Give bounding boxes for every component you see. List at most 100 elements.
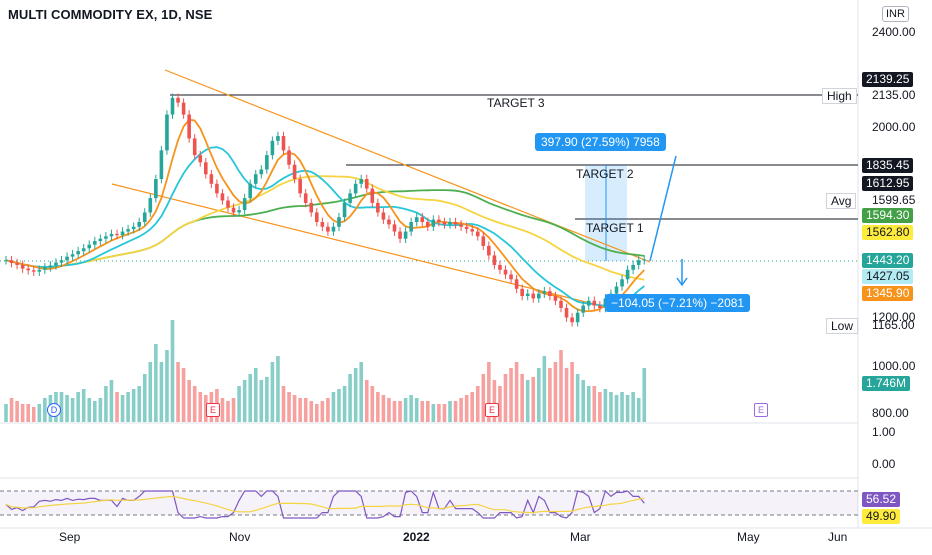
high-price-badge: 2139.25 (862, 72, 914, 87)
volume-bar (409, 395, 413, 422)
candle-body (370, 188, 375, 203)
volume-bar (292, 395, 297, 422)
candle-body (198, 155, 203, 163)
time-tick: Sep (59, 530, 81, 544)
measure-up-box[interactable]: 397.90 (27.59%) 7958 (535, 133, 666, 151)
candle-body (431, 219, 436, 227)
volume-bar (531, 377, 536, 422)
candle-body (215, 183, 219, 194)
candle-body (376, 202, 380, 213)
candle-body (553, 296, 558, 301)
volume-bar (226, 401, 230, 422)
volume-bar (614, 395, 619, 422)
candle-body (581, 305, 585, 313)
volume-bar (126, 392, 130, 422)
volume-bar (204, 395, 208, 422)
volume-bar (26, 404, 30, 422)
candle-body (142, 212, 147, 222)
candle-body (531, 293, 536, 299)
ema-mid-line (5, 146, 645, 307)
volume-bar (509, 368, 513, 422)
price-tick: 1000.00 (872, 359, 916, 373)
volume-bar (631, 392, 635, 422)
time-tick: 2022 (403, 530, 430, 544)
candle-body (159, 150, 164, 180)
candle-body (392, 224, 397, 232)
candle-body (9, 260, 14, 264)
candle-body (636, 260, 641, 265)
trend-upper-line (164, 69, 651, 263)
volume-bar (459, 398, 463, 422)
volume-bar (609, 392, 613, 422)
candle-body (154, 179, 158, 199)
candle-body (276, 136, 280, 141)
target-3-label[interactable]: TARGET 3 (487, 96, 545, 110)
volume-bar (265, 377, 269, 422)
volume-bar (59, 392, 64, 422)
candle-body (642, 259, 647, 261)
candle-body (498, 264, 502, 270)
volume-bar (481, 374, 486, 422)
volume-bar (603, 389, 608, 422)
rsi-band (0, 491, 858, 515)
future-earnings-event-icon[interactable]: E (754, 403, 768, 417)
volume-bar (320, 401, 325, 422)
volume-bar (220, 398, 225, 422)
candle-body (20, 264, 25, 269)
price-tick: 2400.00 (872, 25, 916, 39)
candle-body (292, 164, 297, 180)
candle-body (181, 102, 186, 115)
candle-body (137, 222, 141, 227)
volume-bar (142, 374, 147, 422)
volume-bar (315, 404, 319, 422)
low-label: Low (826, 318, 859, 334)
candle-body (475, 231, 480, 237)
low-value: 1165.00 (872, 318, 915, 332)
target-1-label[interactable]: TARGET 1 (586, 221, 644, 235)
target-2-label[interactable]: TARGET 2 (576, 167, 634, 181)
volume-bar (253, 368, 258, 422)
symbol-title[interactable]: MULTI COMMODITY EX, 1D, NSE (8, 7, 213, 22)
candle-body (76, 251, 80, 255)
volume-bar (620, 392, 624, 422)
candle-body (426, 222, 430, 227)
candle-body (15, 263, 19, 265)
volume-bar (598, 392, 602, 422)
candle-body (337, 217, 341, 227)
candle-body (492, 255, 497, 265)
volume-bar (170, 320, 175, 422)
candle-body (98, 238, 103, 242)
candle-body (414, 217, 419, 222)
candle-body (315, 212, 319, 222)
measure-down-box[interactable]: −104.05 (−7.21%) −2081 (605, 294, 751, 312)
volume-bar (464, 395, 469, 422)
volume-bar (298, 398, 302, 422)
earnings-event-icon[interactable]: E (206, 403, 220, 417)
volume-bar (37, 404, 42, 422)
candle-body (481, 236, 486, 246)
dividend-event-icon[interactable]: D (47, 403, 61, 417)
candle-body (54, 262, 58, 266)
candle-body (26, 268, 30, 271)
candle-body (564, 307, 569, 318)
candle-body (359, 179, 363, 184)
candle-body (126, 229, 130, 232)
candle-body (281, 136, 286, 151)
volume-bar (348, 374, 352, 422)
candle-body (115, 233, 119, 236)
candle-body (270, 140, 275, 156)
volume-bar (154, 344, 158, 422)
volume-bar (392, 401, 397, 422)
volume-bar (65, 395, 69, 422)
volume-bar (165, 350, 169, 422)
volume-bar (109, 380, 114, 422)
candle-body (4, 260, 8, 262)
volume-bar (420, 401, 425, 422)
earnings-event-icon[interactable]: E (485, 403, 499, 417)
candle-body (242, 198, 247, 211)
candle-body (525, 293, 530, 297)
currency-button[interactable]: INR (882, 6, 909, 22)
candle-body (348, 193, 352, 203)
